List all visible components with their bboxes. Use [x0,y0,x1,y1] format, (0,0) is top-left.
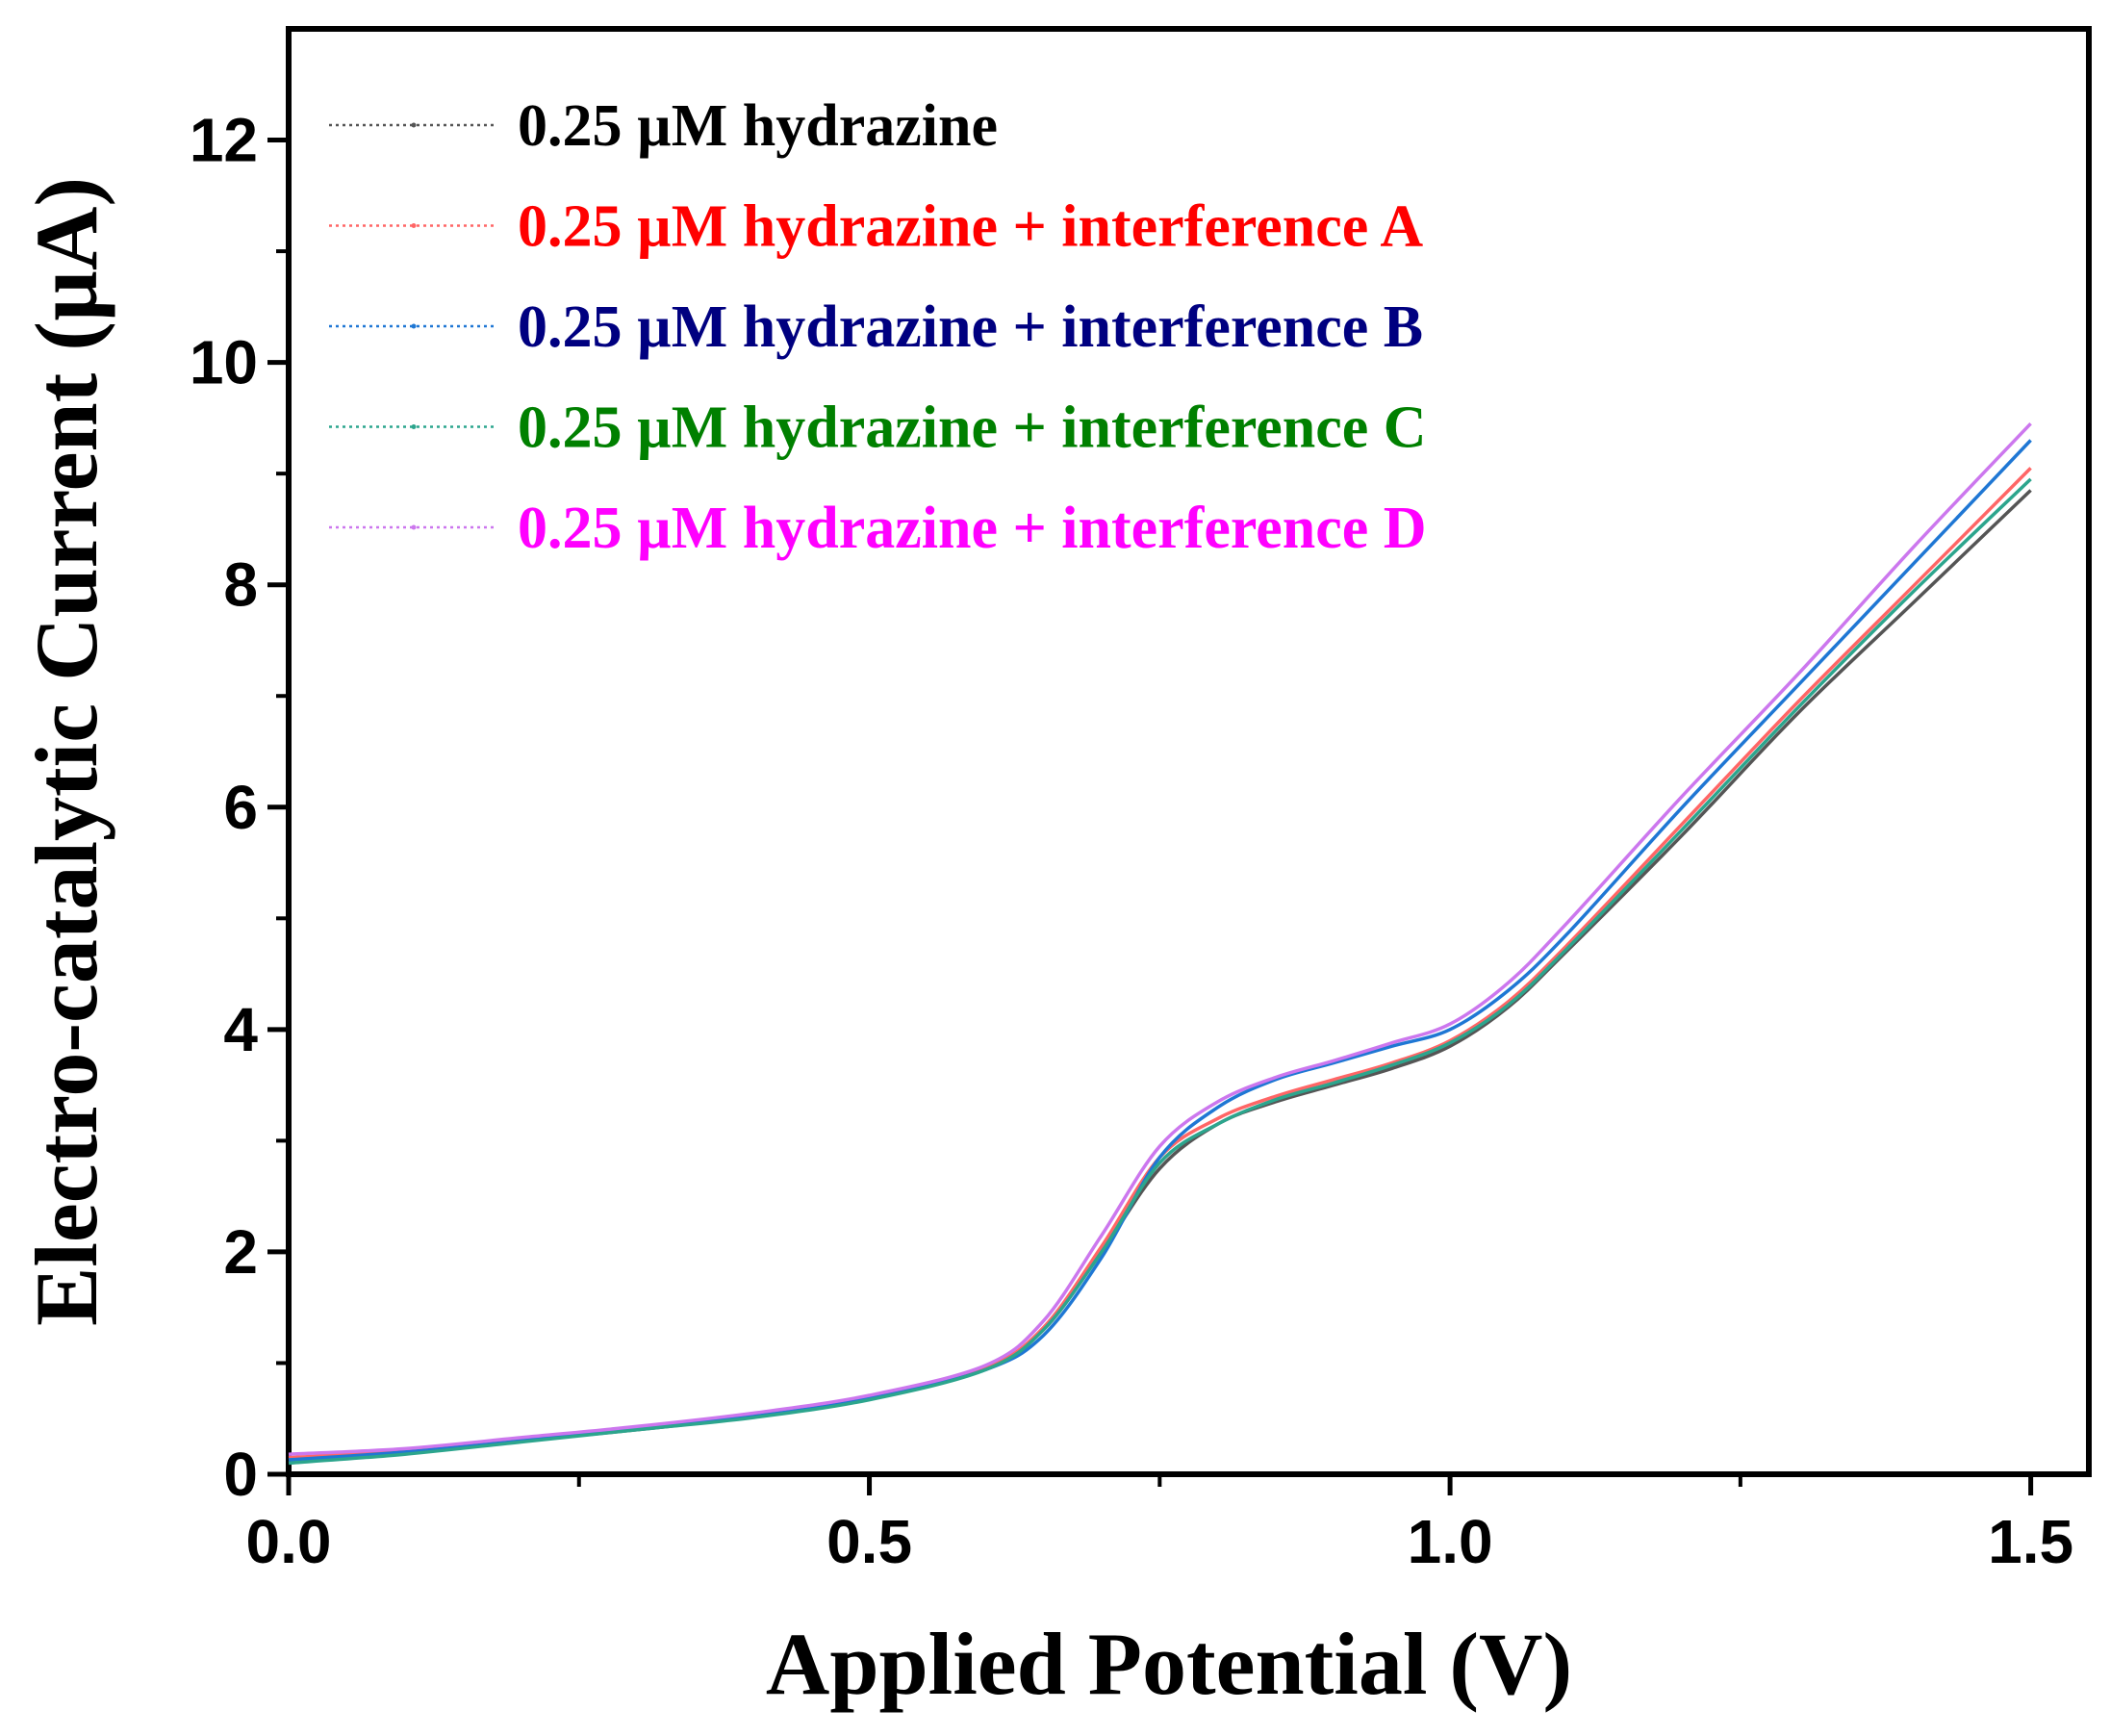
series-line-2 [288,467,2032,1460]
y-tick-label: 4 [223,995,258,1064]
y-axis-title: Electro-catalytic Current (µA) [17,177,115,1326]
y-tick-label: 8 [223,550,258,620]
x-tick-label: 1.5 [1988,1507,2073,1576]
legend-marker-2 [411,223,417,228]
series-line-1 [288,489,2032,1462]
x-tick-label: 0.5 [826,1507,912,1576]
legend-label-5: 0.25 µM hydrazine + interference D [518,496,1427,561]
series-line-4 [288,477,2032,1466]
y-tick-label: 12 [190,106,258,175]
legend-label-4: 0.25 µM hydrazine + interference C [518,396,1427,461]
x-axis-title: Applied Potential (V) [766,1615,1572,1713]
y-tick-label: 2 [223,1217,258,1287]
y-tick-label: 6 [223,773,258,842]
x-tick-label: 0.0 [246,1507,332,1576]
y-tick-label: 10 [190,328,258,397]
legend-marker-1 [411,122,417,128]
series-layer [288,421,2032,1466]
x-tick-label: 1.0 [1408,1507,1493,1576]
x-axis: 0.0 0.5 1.0 1.5 [246,1474,2073,1576]
series-line-5 [288,421,2032,1456]
y-axis: 0 2 4 6 8 10 12 [190,106,289,1509]
legend-marker-5 [411,524,417,530]
y-tick-label: 0 [223,1440,258,1509]
legend-label-2: 0.25 µM hydrazine + interference A [518,194,1423,260]
series-line-3 [288,439,2032,1462]
legend: 0.25 µM hydrazine 0.25 µM hydrazine + int… [329,93,1427,561]
legend-marker-4 [411,424,417,429]
legend-marker-3 [411,323,417,329]
legend-label-1: 0.25 µM hydrazine [518,93,998,159]
legend-label-3: 0.25 µM hydrazine + interference B [518,294,1423,360]
plot-frame [286,26,2092,1477]
